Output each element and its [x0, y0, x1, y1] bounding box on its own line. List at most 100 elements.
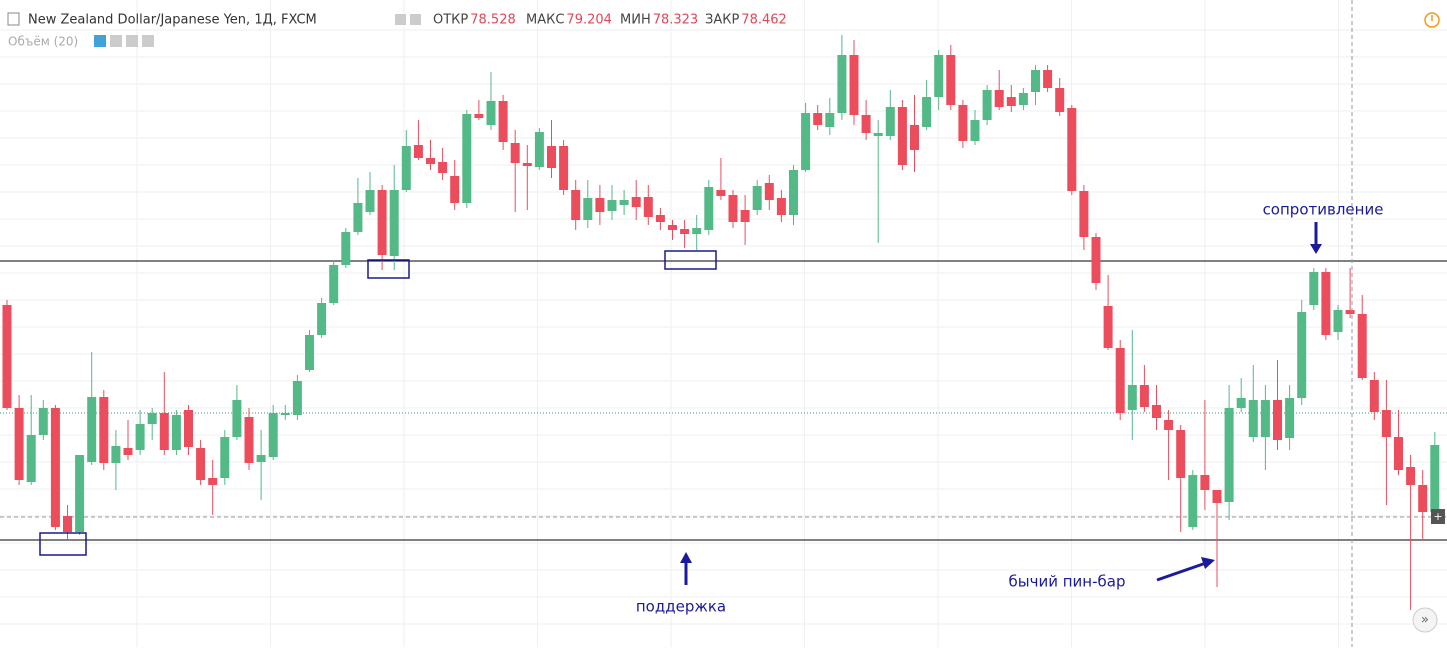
- candle-body: [147, 413, 157, 424]
- alert-icon[interactable]: [1424, 12, 1440, 28]
- candle-body: [752, 186, 762, 210]
- candle-body: [426, 158, 435, 164]
- candle-body: [680, 229, 690, 234]
- support-box: [664, 250, 717, 270]
- candle-body: [934, 55, 944, 97]
- candle-body: [1188, 475, 1198, 527]
- settings-icon[interactable]: [410, 14, 421, 25]
- visibility-icon[interactable]: [395, 14, 406, 25]
- candle-body: [728, 195, 738, 222]
- candle-body: [1333, 310, 1343, 332]
- candle-body: [401, 146, 411, 190]
- candle-body: [1224, 408, 1234, 502]
- candle-body: [268, 413, 278, 457]
- candle-body: [75, 455, 85, 532]
- candle-body: [1055, 88, 1065, 112]
- candle-body: [595, 198, 605, 212]
- candle-body: [607, 200, 617, 211]
- candle-body: [159, 413, 169, 450]
- candle-body: [1067, 108, 1077, 191]
- candle-body: [87, 397, 97, 462]
- candle-body: [1381, 410, 1391, 437]
- candle-body: [1212, 490, 1222, 503]
- candle-body: [643, 197, 653, 217]
- candles: [2, 35, 1440, 610]
- candle-body: [389, 190, 399, 256]
- ohlc-value: 78.462: [741, 13, 787, 28]
- candle-body: [922, 97, 932, 127]
- candle-body: [522, 163, 532, 166]
- candle-body: [1164, 420, 1174, 430]
- candle-body: [1103, 306, 1113, 348]
- candle-body: [619, 200, 629, 205]
- volume-remove[interactable]: [142, 35, 154, 47]
- candle-body: [1139, 385, 1149, 407]
- level-lines: [0, 260, 1447, 541]
- candle-body: [1273, 400, 1282, 440]
- candle-body: [1285, 398, 1295, 438]
- volume-settings[interactable]: [110, 35, 122, 47]
- candle-body: [1309, 272, 1319, 305]
- candle-body: [220, 437, 230, 478]
- candle-body: [50, 408, 60, 527]
- candle-body: [99, 397, 109, 463]
- candle-body: [232, 400, 242, 437]
- ohlc-legend: ОТКР 78.528 МАКС 79.204 МИН 78.323 ЗАКР 78.462: [433, 13, 787, 28]
- candle-body: [123, 448, 133, 455]
- candle-body: [1357, 314, 1367, 378]
- candle-body: [1176, 430, 1186, 478]
- candle-body: [256, 455, 266, 462]
- candle-body: [1115, 348, 1125, 413]
- candle-body: [1043, 70, 1053, 88]
- candle-body: [1430, 445, 1440, 512]
- candle-body: [111, 446, 121, 463]
- arrow-head: [1201, 557, 1215, 569]
- ohlc-value: 78.323: [653, 13, 699, 28]
- scroll-button[interactable]: [1412, 607, 1438, 633]
- candle-body: [135, 424, 145, 450]
- volume-add[interactable]: [126, 35, 138, 47]
- candle-body: [813, 113, 823, 125]
- candle-body: [14, 408, 24, 480]
- candle-body: [498, 101, 508, 142]
- ohlc-value: 79.204: [566, 13, 612, 28]
- candle-body: [486, 101, 496, 125]
- candle-body: [1152, 405, 1161, 418]
- volume-visibility[interactable]: [94, 35, 106, 47]
- candle-body: [244, 417, 254, 463]
- candle-body: [2, 305, 12, 408]
- candle-body: [510, 143, 520, 163]
- candle-body: [837, 55, 847, 113]
- support-box: [39, 532, 87, 556]
- candle-body: [63, 516, 72, 532]
- candle-body: [740, 210, 750, 222]
- candle-body: [946, 55, 956, 105]
- candle-body: [583, 198, 593, 220]
- add-button[interactable]: [1431, 509, 1445, 524]
- candle-body: [1127, 385, 1137, 410]
- collapse-icon[interactable]: [7, 12, 20, 26]
- candle-body: [329, 265, 339, 303]
- chart-title: New Zealand Dollar/Japanese Yen, 1Д, FXC…: [28, 13, 317, 28]
- ohlc-label: ЗАКР: [705, 13, 739, 28]
- candle-body: [292, 381, 302, 415]
- ohlc-value: 78.528: [470, 13, 516, 28]
- annotation: сопротивление: [1263, 201, 1384, 219]
- candle-body: [1345, 310, 1355, 314]
- candle-body: [341, 232, 351, 265]
- scroll-icon: »: [1421, 613, 1429, 628]
- candle-body: [462, 114, 472, 203]
- candle-body: [764, 183, 774, 200]
- candle-body: [1006, 97, 1016, 106]
- candle-body: [534, 132, 544, 167]
- candle-body: [305, 335, 314, 370]
- candle-body: [1321, 272, 1331, 335]
- ohlc-label: ОТКР: [433, 13, 468, 28]
- candle-body: [1394, 437, 1403, 470]
- candle-body: [958, 105, 968, 141]
- volume-label: Объём (20): [8, 35, 78, 49]
- ohlc-label: МИН: [620, 13, 651, 28]
